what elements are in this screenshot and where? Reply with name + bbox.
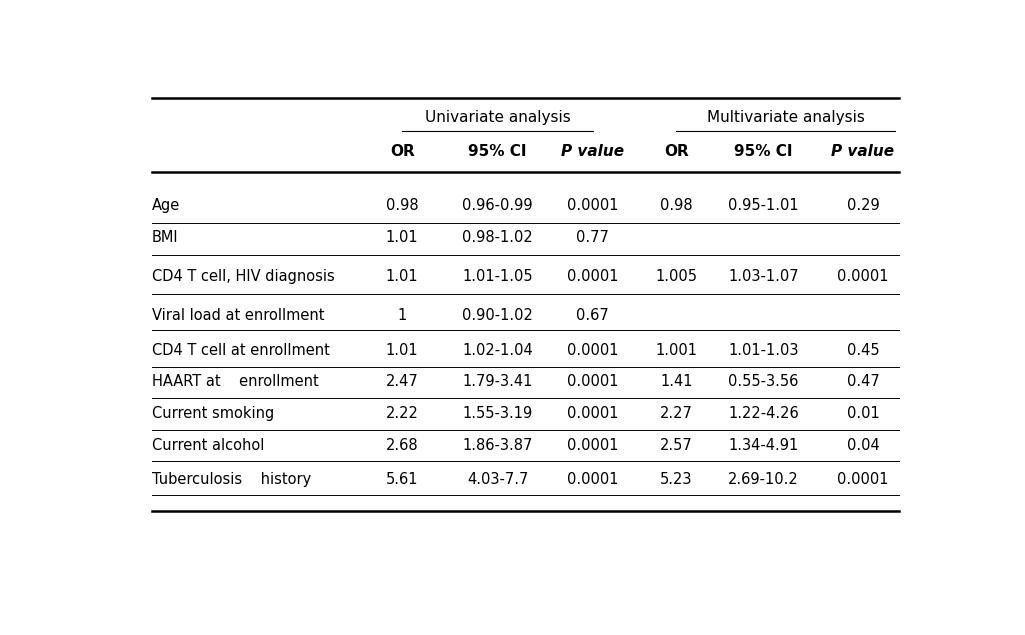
Text: 95% CI: 95% CI <box>734 145 793 159</box>
Text: 2.69-10.2: 2.69-10.2 <box>728 472 800 487</box>
Text: HAART at    enrollment: HAART at enrollment <box>152 374 319 389</box>
Text: 1.01: 1.01 <box>385 230 418 245</box>
Text: 1.01: 1.01 <box>385 269 418 284</box>
Text: 1.02-1.04: 1.02-1.04 <box>462 342 533 358</box>
Text: 1.79-3.41: 1.79-3.41 <box>462 374 533 389</box>
Text: 1.22-4.26: 1.22-4.26 <box>728 406 800 421</box>
Text: 1.41: 1.41 <box>660 374 693 389</box>
Text: 1.86-3.87: 1.86-3.87 <box>462 438 533 453</box>
Text: 1.03-1.07: 1.03-1.07 <box>729 269 798 284</box>
Text: 0.45: 0.45 <box>847 342 879 358</box>
Text: 1.01: 1.01 <box>385 342 418 358</box>
Text: CD4 T cell at enrollment: CD4 T cell at enrollment <box>152 342 330 358</box>
Text: 2.27: 2.27 <box>660 406 693 421</box>
Text: 0.98: 0.98 <box>660 198 693 213</box>
Text: 0.0001: 0.0001 <box>567 472 618 487</box>
Text: 0.98: 0.98 <box>385 198 418 213</box>
Text: 0.0001: 0.0001 <box>567 342 618 358</box>
Text: Multivariate analysis: Multivariate analysis <box>706 110 864 125</box>
Text: Viral load at enrollment: Viral load at enrollment <box>152 308 325 323</box>
Text: 1: 1 <box>398 308 407 323</box>
Text: 0.0001: 0.0001 <box>837 269 889 284</box>
Text: Current alcohol: Current alcohol <box>152 438 264 453</box>
Text: 0.0001: 0.0001 <box>567 438 618 453</box>
Text: 1.01-1.03: 1.01-1.03 <box>729 342 798 358</box>
Text: OR: OR <box>390 145 414 159</box>
Text: P value: P value <box>562 145 624 159</box>
Text: 1.005: 1.005 <box>655 269 697 284</box>
Text: 0.90-1.02: 0.90-1.02 <box>462 308 533 323</box>
Text: 0.04: 0.04 <box>847 438 879 453</box>
Text: 0.01: 0.01 <box>847 406 879 421</box>
Text: 1.34-4.91: 1.34-4.91 <box>729 438 798 453</box>
Text: 1.001: 1.001 <box>655 342 697 358</box>
Text: 1.55-3.19: 1.55-3.19 <box>462 406 533 421</box>
Text: 0.55-3.56: 0.55-3.56 <box>729 374 798 389</box>
Text: OR: OR <box>664 145 689 159</box>
Text: 0.29: 0.29 <box>847 198 879 213</box>
Text: 0.0001: 0.0001 <box>567 406 618 421</box>
Text: 95% CI: 95% CI <box>468 145 527 159</box>
Text: 0.0001: 0.0001 <box>567 374 618 389</box>
Text: Tuberculosis    history: Tuberculosis history <box>152 472 312 487</box>
Text: Age: Age <box>152 198 180 213</box>
Text: 0.0001: 0.0001 <box>567 198 618 213</box>
Text: 0.96-0.99: 0.96-0.99 <box>462 198 533 213</box>
Text: 0.67: 0.67 <box>576 308 609 323</box>
Text: 0.98-1.02: 0.98-1.02 <box>462 230 533 245</box>
Text: 0.77: 0.77 <box>576 230 609 245</box>
Text: 0.95-1.01: 0.95-1.01 <box>729 198 798 213</box>
Text: 1.01-1.05: 1.01-1.05 <box>462 269 533 284</box>
Text: P value: P value <box>831 145 895 159</box>
Text: Current smoking: Current smoking <box>152 406 275 421</box>
Text: 2.22: 2.22 <box>385 406 418 421</box>
Text: 0.0001: 0.0001 <box>837 472 889 487</box>
Text: 5.23: 5.23 <box>660 472 693 487</box>
Text: 4.03-7.7: 4.03-7.7 <box>466 472 528 487</box>
Text: 5.61: 5.61 <box>386 472 418 487</box>
Text: 0.47: 0.47 <box>847 374 879 389</box>
Text: 2.47: 2.47 <box>385 374 418 389</box>
Text: CD4 T cell, HIV diagnosis: CD4 T cell, HIV diagnosis <box>152 269 335 284</box>
Text: 2.68: 2.68 <box>385 438 418 453</box>
Text: 2.57: 2.57 <box>660 438 693 453</box>
Text: Univariate analysis: Univariate analysis <box>424 110 570 125</box>
Text: BMI: BMI <box>152 230 178 245</box>
Text: 0.0001: 0.0001 <box>567 269 618 284</box>
